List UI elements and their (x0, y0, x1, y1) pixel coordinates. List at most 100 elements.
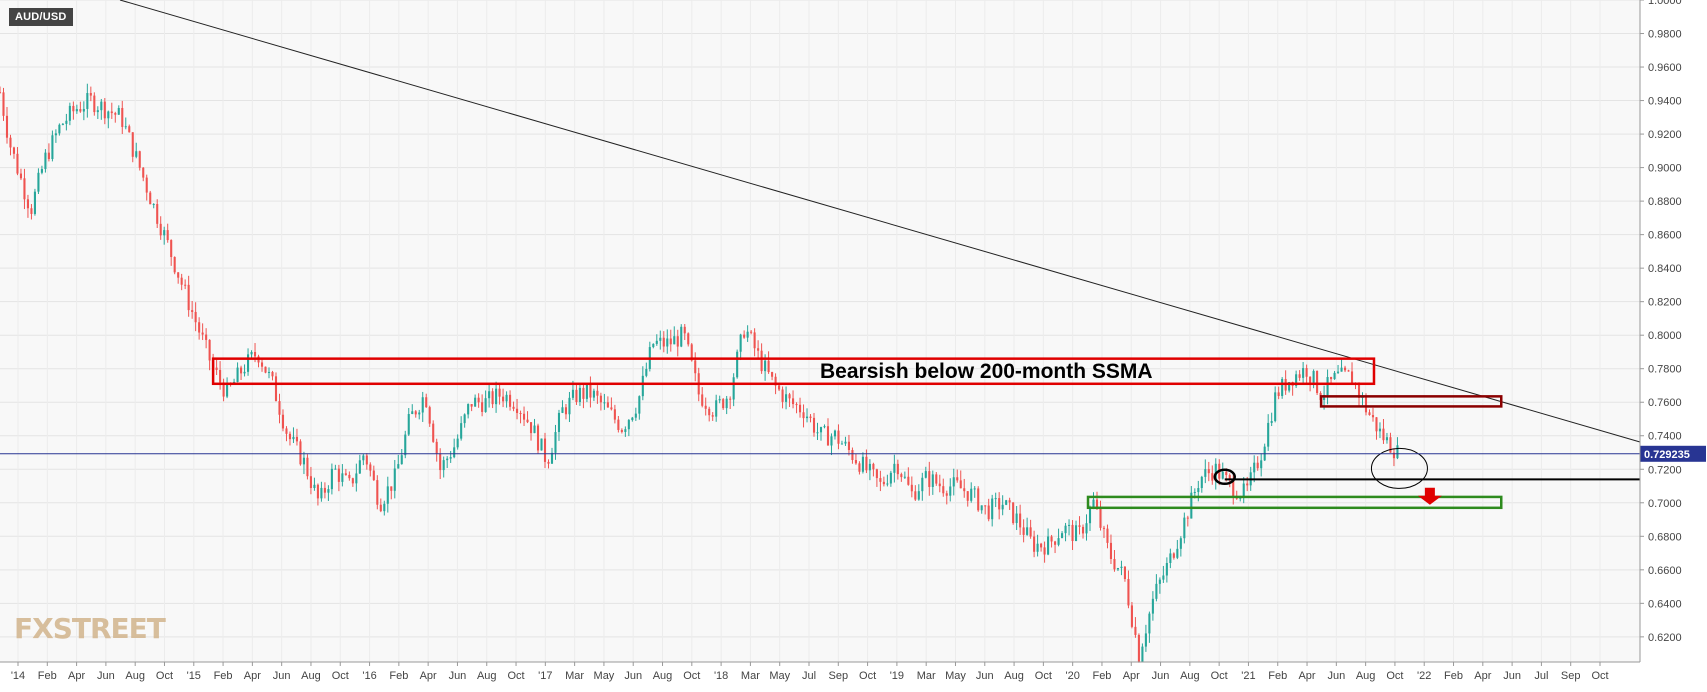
candle-body (973, 488, 976, 490)
candle-body (1190, 492, 1193, 519)
candle-body (1270, 421, 1273, 423)
candle-body (942, 486, 945, 494)
candle-body (760, 350, 763, 372)
x-tick-label: Aug (1004, 670, 1024, 682)
candle-body (1137, 634, 1140, 662)
candle-body (1155, 583, 1158, 599)
candle-body (900, 474, 903, 478)
candle-body (792, 398, 795, 405)
candle-body (1134, 626, 1137, 635)
candle-body (1316, 370, 1319, 393)
x-tick-label: Feb (1268, 670, 1287, 682)
x-tick-label: Feb (1444, 670, 1463, 682)
candle-body (54, 133, 57, 136)
candle-body (987, 505, 990, 520)
candle-body (516, 408, 519, 414)
candle-body (1085, 523, 1088, 534)
candle-body (75, 109, 78, 112)
candle-body (1123, 566, 1126, 580)
candle-body (1176, 548, 1179, 558)
candle-body (736, 351, 739, 378)
x-tick-label: Sep (1561, 670, 1581, 682)
candle-body (495, 388, 498, 405)
candle-body (1221, 471, 1224, 479)
candle-body (743, 334, 746, 338)
candle-body (910, 484, 913, 492)
candle-body (19, 173, 23, 179)
candle-body (313, 484, 316, 489)
candle-body (1026, 527, 1029, 535)
candle-body (222, 382, 225, 397)
candle-body (655, 340, 658, 344)
candle-body (1015, 513, 1018, 524)
candle-body (1378, 428, 1382, 432)
candle-body (156, 204, 159, 224)
x-tick-label: Apr (68, 670, 85, 682)
candle-body (1061, 533, 1064, 539)
candle-body (561, 407, 564, 413)
candle-body (1333, 372, 1336, 380)
x-tick-label: Oct (1035, 670, 1052, 682)
candle-body (858, 463, 861, 472)
candle-body (79, 109, 82, 112)
candle-body (264, 366, 267, 373)
candle-body (1396, 445, 1399, 459)
candle-body (285, 428, 288, 434)
candle-body (460, 423, 463, 439)
candle-body (1057, 538, 1060, 545)
candle-body (1337, 371, 1340, 373)
candle-body (620, 429, 623, 432)
candle-body (715, 400, 718, 417)
x-tick-label: '21 (1241, 670, 1255, 682)
candle-body (1141, 646, 1144, 662)
x-tick-label: Jun (976, 670, 994, 682)
x-tick-label: Feb (1092, 670, 1111, 682)
x-tick-label: Jun (97, 670, 115, 682)
candle-body (1368, 412, 1371, 416)
candle-body (243, 371, 246, 374)
candle-body (949, 486, 952, 496)
x-tick-label: Feb (214, 670, 233, 682)
candle-body (131, 132, 134, 157)
candle-body (959, 480, 962, 489)
candle-body (1186, 517, 1189, 519)
candle-body (718, 399, 721, 401)
x-tick-label: Feb (389, 670, 408, 682)
large-circle-marker (1370, 447, 1428, 489)
candle-body (722, 399, 725, 409)
candle-body (589, 384, 592, 398)
candle-body (400, 455, 403, 465)
x-tick-label: Aug (653, 670, 673, 682)
candle-body (386, 486, 389, 504)
candle-body (267, 371, 271, 373)
x-tick-label: Jun (624, 670, 642, 682)
y-tick-label: 0.8200 (1648, 297, 1682, 309)
x-tick-label: Jun (449, 670, 467, 682)
candle-body (1340, 367, 1343, 372)
y-tick-label: 0.8400 (1648, 263, 1682, 275)
candle-body (1095, 499, 1099, 509)
support-zone (1086, 495, 1503, 510)
candle-body (596, 390, 599, 396)
x-tick-label: Apr (1474, 670, 1491, 682)
candle-body (103, 101, 106, 119)
x-tick-label: Jun (1327, 670, 1345, 682)
candle-body (1113, 558, 1116, 570)
candle-body (502, 396, 505, 402)
x-tick-label: Oct (1386, 670, 1403, 682)
candle-body (509, 394, 512, 407)
candle-body (407, 414, 410, 435)
candle-body (1371, 415, 1375, 418)
y-tick-label: 0.8000 (1648, 330, 1682, 342)
candle-body (1256, 462, 1259, 469)
candle-body (938, 483, 941, 487)
candle-body (739, 334, 742, 352)
candle-body (1211, 473, 1214, 481)
candle-body (917, 491, 920, 500)
candle-body (732, 377, 735, 400)
candle-body (1099, 508, 1102, 528)
candle-body (1106, 528, 1109, 543)
candle-body (250, 352, 253, 355)
candle-body (1158, 579, 1161, 584)
candle-body (764, 360, 767, 372)
